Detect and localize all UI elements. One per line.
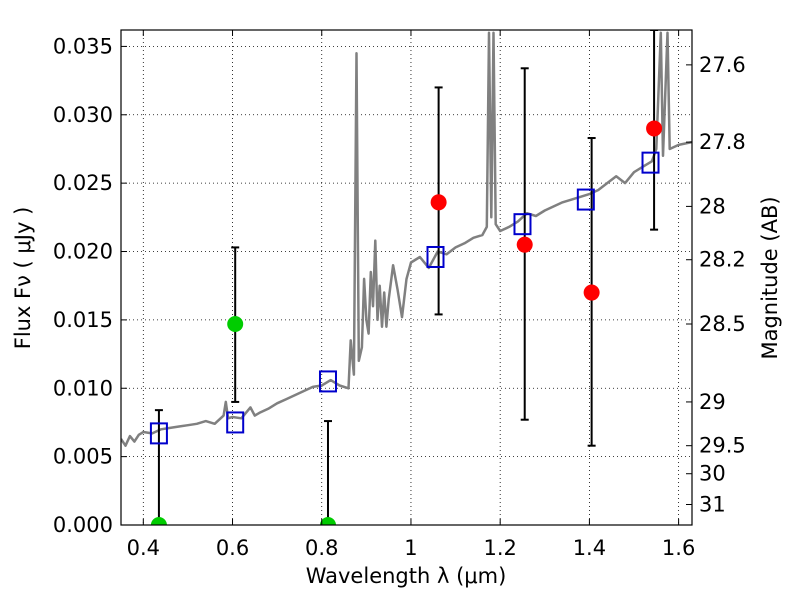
detection-point [583,284,600,301]
x-tick-label: 1.6 [662,536,695,560]
y2-axis-ticks: 27.6 27.8 28 28.2 28.5 29 29.5 30 31 [686,53,746,516]
weak-detection-point [319,517,336,525]
model-photometry-box [641,151,660,174]
y-tick-label: 0.020 [53,240,113,264]
x-tick-label: 0.4 [127,536,160,560]
y-tick-label: 0.005 [53,445,113,469]
y2-tick-label: 28.2 [699,248,746,272]
y-tick-label: 0.000 [53,513,113,537]
y-tick-label: 0.035 [53,34,113,58]
y-axis-label: Flux Fν ( μJy ) [11,207,35,350]
model-photometry-box [318,370,337,393]
y-tick-label: 0.030 [53,103,113,127]
x-tick-label: 0.6 [216,536,249,560]
y2-tick-label: 28 [699,194,726,218]
detection-point [516,236,533,253]
y-axis-ticks: 0.000 0.005 0.010 0.015 0.020 0.025 0.030 0.035 [53,34,127,537]
y2-tick-label: 30 [699,462,726,486]
y2-tick-label: 31 [699,492,726,516]
plot-frame [120,29,693,526]
y2-tick-label: 29 [699,390,726,414]
x-tick-label: 1 [404,536,417,560]
x-axis-ticks: 0.4 0.6 0.8 1 1.2 1.4 1.6 [127,30,695,560]
model-photometry-box [226,411,245,434]
y2-tick-label: 28.5 [699,312,746,336]
weak-detection-point [150,517,167,525]
model-photometry-box [149,422,168,445]
y-tick-label: 0.025 [53,171,113,195]
x-axis-label: Wavelength λ (μm) [306,564,507,588]
y2-tick-label: 29.5 [699,434,746,458]
model-photometry-box [426,245,445,268]
y2-tick-label: 27.8 [699,130,746,154]
y2-tick-label: 27.6 [699,53,746,77]
y-tick-label: 0.015 [53,308,113,332]
model-photometry-box [513,213,532,236]
plot-area [121,30,692,525]
weak-detection-point [227,315,244,332]
y-tick-label: 0.010 [53,376,113,400]
model-photometry-box [576,188,595,211]
detection-point [646,120,663,137]
x-tick-label: 0.8 [305,536,338,560]
x-tick-label: 1.2 [483,536,516,560]
detection-point [430,194,447,211]
y2-axis-label: Magnitude (AB) [758,196,782,359]
grid-lines [121,30,692,526]
x-tick-label: 1.4 [573,536,606,560]
model-sed-line [121,31,692,447]
